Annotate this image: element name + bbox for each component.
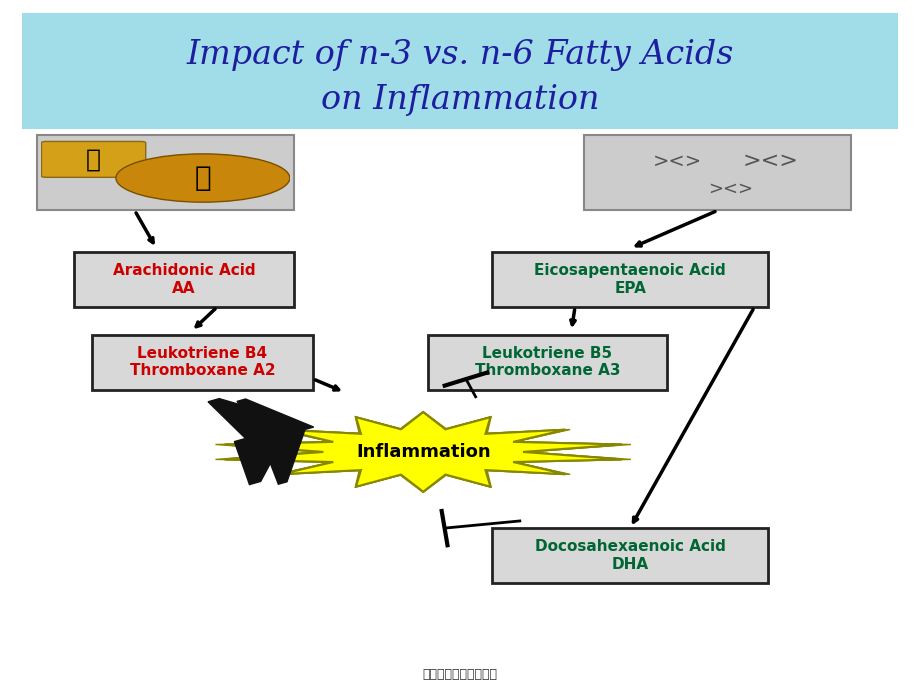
Polygon shape bbox=[215, 411, 630, 493]
Text: Inflammation: Inflammation bbox=[356, 443, 490, 461]
FancyBboxPatch shape bbox=[92, 335, 312, 390]
FancyBboxPatch shape bbox=[492, 528, 767, 583]
Text: Docosahexaenoic Acid
DHA: Docosahexaenoic Acid DHA bbox=[534, 540, 725, 571]
Polygon shape bbox=[237, 399, 313, 484]
Text: Leukotriene B5
Thromboxane A3: Leukotriene B5 Thromboxane A3 bbox=[474, 346, 619, 378]
Polygon shape bbox=[208, 399, 301, 484]
Text: Impact of n-3 vs. n-6 Fatty Acids: Impact of n-3 vs. n-6 Fatty Acids bbox=[187, 39, 732, 71]
Text: 第三页，共五十一页。: 第三页，共五十一页。 bbox=[422, 669, 497, 681]
FancyBboxPatch shape bbox=[74, 252, 294, 307]
FancyBboxPatch shape bbox=[23, 14, 896, 128]
Text: on Inflammation: on Inflammation bbox=[321, 84, 598, 116]
Text: Leukotriene B4
Thromboxane A2: Leukotriene B4 Thromboxane A2 bbox=[130, 346, 275, 378]
FancyBboxPatch shape bbox=[37, 135, 294, 210]
Text: ><>: ><> bbox=[708, 180, 753, 198]
FancyBboxPatch shape bbox=[584, 135, 850, 210]
FancyBboxPatch shape bbox=[492, 252, 767, 307]
Text: Arachidonic Acid
AA: Arachidonic Acid AA bbox=[112, 264, 255, 295]
Text: ><>: ><> bbox=[652, 152, 701, 170]
Text: ><>: ><> bbox=[743, 151, 798, 171]
Text: Eicosapentaenoic Acid
EPA: Eicosapentaenoic Acid EPA bbox=[534, 264, 725, 295]
Polygon shape bbox=[224, 412, 621, 492]
Polygon shape bbox=[224, 412, 621, 492]
FancyBboxPatch shape bbox=[427, 335, 666, 390]
